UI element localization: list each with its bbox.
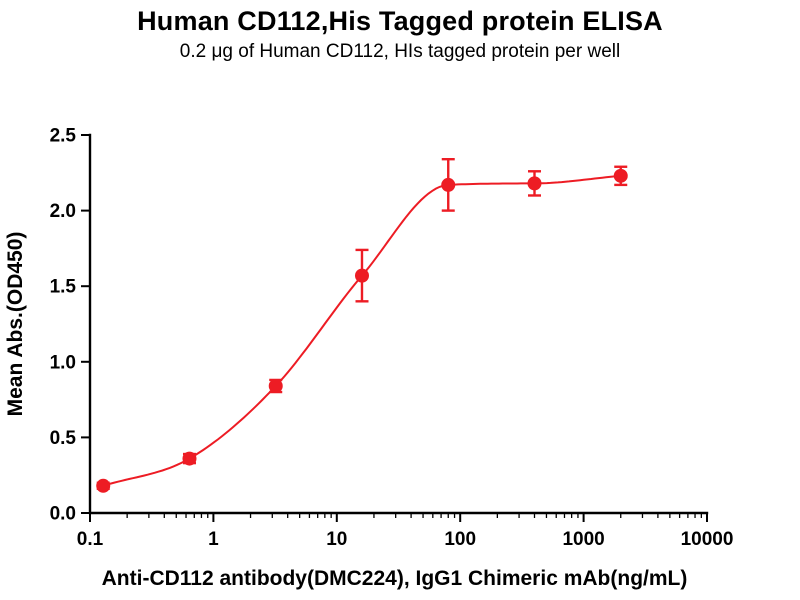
y-axis-title: Mean Abs.(OD450) (4, 232, 27, 417)
chart-header: Human CD112,His Tagged protein ELISA 0.2… (0, 0, 800, 78)
x-tick-label: 1000 (562, 529, 604, 550)
data-point (441, 177, 456, 192)
y-tick-label: 2.5 (50, 126, 77, 147)
elisa-plot: 0.0 0.5 1.0 1.5 2.0 2.5 0.1 1 10 100 1000 10000 Anti… (4, 126, 734, 591)
data-point (182, 451, 197, 466)
y-tick-label: 0.0 (50, 504, 76, 525)
x-tick-label: 1 (208, 529, 219, 550)
y-tick-label: 2.0 (50, 201, 76, 222)
x-tick-label: 100 (444, 529, 476, 550)
x-tick-label: 10000 (681, 529, 734, 550)
chart-title: Human CD112,His Tagged protein ELISA (137, 6, 663, 36)
chart-subtitle: 0.2 μg of Human CD112, HIs tagged protei… (179, 41, 621, 62)
axes (88, 133, 709, 515)
data-point (96, 478, 111, 493)
y-tick-label: 0.5 (50, 428, 77, 449)
x-tick-label: 10 (326, 529, 347, 550)
y-tick-label: 1.5 (50, 277, 77, 298)
data-point (354, 268, 369, 283)
x-tick-label: 0.1 (77, 529, 104, 550)
data-point (527, 176, 542, 191)
y-tick-label: 1.0 (50, 352, 76, 373)
data-point (268, 378, 283, 393)
data-point (613, 168, 628, 183)
x-axis-title: Anti-CD112 antibody(DMC224), IgG1 Chimer… (102, 567, 688, 590)
fit-curve (102, 174, 621, 487)
